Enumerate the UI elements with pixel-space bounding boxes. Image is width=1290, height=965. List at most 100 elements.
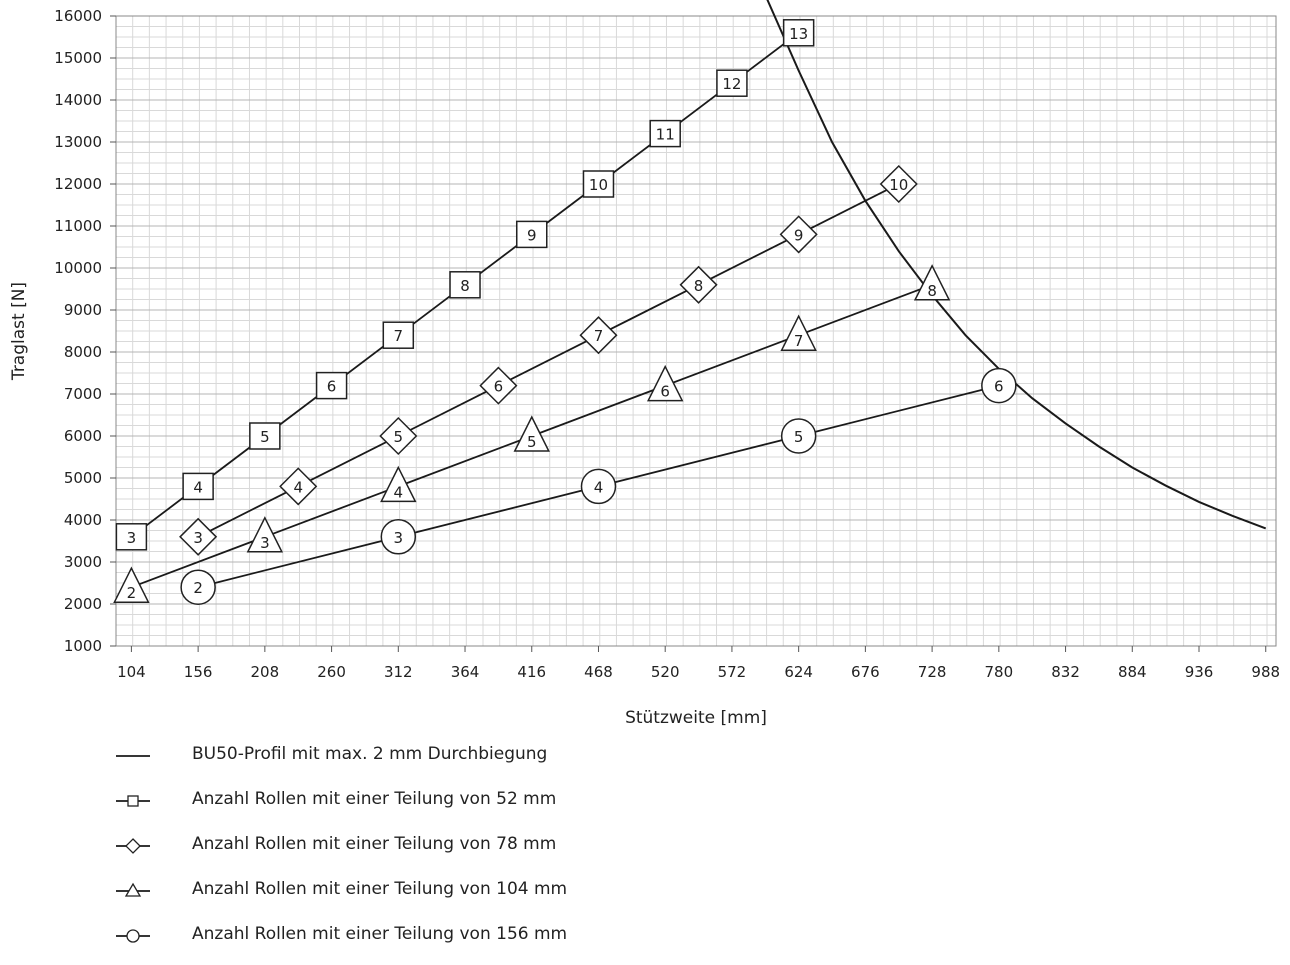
data-label: 8 xyxy=(927,282,937,300)
data-label: 5 xyxy=(527,433,537,451)
legend-symbol-diamond xyxy=(116,838,150,854)
y-tick-label: 15000 xyxy=(54,49,102,67)
x-tick-label: 988 xyxy=(1251,663,1280,681)
data-label: 7 xyxy=(794,332,804,350)
y-tick-label: 9000 xyxy=(64,301,102,319)
data-label: 5 xyxy=(794,428,804,446)
y-tick-label: 10000 xyxy=(54,259,102,277)
series-layer: 3 4 5 6 7 8 9 10 11 12 13 3 4 5 6 7 8 9 10 2 3 4 5 6 7 8 2 3 4 5 6 xyxy=(113,0,1267,605)
x-tick-label: 208 xyxy=(251,663,280,681)
series-4: 2 3 4 5 6 xyxy=(180,367,1017,605)
data-label: 3 xyxy=(394,529,404,547)
data-point-square xyxy=(315,371,348,400)
x-tick-label: 520 xyxy=(651,663,680,681)
data-point-circle xyxy=(180,569,216,605)
data-point-square xyxy=(249,422,281,450)
data-label: 2 xyxy=(193,579,203,597)
data-label: 7 xyxy=(594,327,604,345)
data-point-triangle xyxy=(380,465,417,503)
data-point-circle xyxy=(580,468,617,505)
data-label: 9 xyxy=(794,226,804,244)
data-point-triangle xyxy=(246,516,284,553)
data-label: 8 xyxy=(460,277,470,295)
data-point-triangle xyxy=(913,264,951,301)
y-tick-label: 12000 xyxy=(54,175,102,193)
data-label: 5 xyxy=(260,428,270,446)
data-point-diamond xyxy=(779,215,818,254)
x-tick-label: 364 xyxy=(451,663,480,681)
legend-symbol-none xyxy=(116,755,150,757)
data-point-circle xyxy=(981,367,1017,404)
y-tick-label: 2000 xyxy=(64,595,102,613)
data-point-triangle xyxy=(113,566,150,603)
data-label: 9 xyxy=(527,226,537,244)
y-tick-label: 8000 xyxy=(64,343,102,361)
x-axis: 104 156 208 260 312 364 416 468 520 572 624 676 728 7… xyxy=(117,646,1280,681)
data-point-diamond xyxy=(379,416,418,456)
data-point-square xyxy=(582,170,615,198)
x-tick-label: 676 xyxy=(851,663,880,681)
data-label: 10 xyxy=(589,176,608,194)
data-point-diamond xyxy=(179,517,218,556)
x-tick-label: 624 xyxy=(784,663,813,681)
y-tick-label: 14000 xyxy=(54,91,102,109)
data-point-square xyxy=(449,271,481,299)
y-tick-label: 3000 xyxy=(64,553,102,571)
data-label: 3 xyxy=(127,529,137,547)
data-point-diamond xyxy=(879,164,918,204)
data-label: 4 xyxy=(293,478,303,496)
legend-marker-circle xyxy=(126,929,140,943)
data-label: 7 xyxy=(394,327,404,345)
data-label: 11 xyxy=(656,126,675,144)
data-label: 4 xyxy=(394,483,404,501)
legend-symbol-square xyxy=(116,795,150,807)
y-tick-label: 13000 xyxy=(54,133,102,151)
x-tick-label: 728 xyxy=(918,663,947,681)
data-point-triangle xyxy=(513,415,550,452)
data-point-circle xyxy=(780,418,817,454)
x-tick-label: 780 xyxy=(985,663,1014,681)
data-point-diamond xyxy=(679,265,718,304)
grid xyxy=(115,15,1276,647)
data-label: 3 xyxy=(193,529,203,547)
x-tick-label: 312 xyxy=(384,663,413,681)
legend-marker-square xyxy=(127,795,139,807)
legend-symbol-triangle xyxy=(116,882,150,897)
legend-label: Anzahl Rollen mit einer Teilung von 78 m… xyxy=(192,834,557,854)
data-point-triangle xyxy=(646,364,684,402)
y-axis-title: Traglast [N] xyxy=(9,282,29,381)
legend-label: BU50-Profil mit max. 2 mm Durchbiegung xyxy=(192,744,548,764)
series-line-2 xyxy=(197,183,900,538)
legend-symbol-circle xyxy=(116,929,150,943)
data-point-diamond xyxy=(279,467,318,506)
data-point-square xyxy=(716,69,748,97)
data-point-square xyxy=(649,119,681,148)
data-point-diamond xyxy=(479,366,518,405)
legend-label: Anzahl Rollen mit einer Teilung von 52 m… xyxy=(192,789,557,809)
data-label: 12 xyxy=(722,75,741,93)
data-point-triangle xyxy=(780,314,817,351)
data-label: 5 xyxy=(394,428,404,446)
y-axis: 1000 2000 3000 4000 5000 6000 7000 8000 9000 1000… xyxy=(54,7,116,655)
legend-marker-triangle xyxy=(124,882,142,897)
x-tick-label: 156 xyxy=(184,663,213,681)
y-tick-label: 6000 xyxy=(64,427,102,445)
x-tick-label: 104 xyxy=(117,663,146,681)
y-tick-label: 7000 xyxy=(64,385,102,403)
data-label: 10 xyxy=(889,176,908,194)
data-point-square xyxy=(516,220,548,249)
x-axis-title: Stützweite [mm] xyxy=(625,708,767,728)
data-point-square xyxy=(782,19,815,47)
data-label: 6 xyxy=(327,378,337,396)
series-1: 3 4 5 6 7 8 9 10 11 12 13 xyxy=(115,19,815,551)
y-tick-label: 4000 xyxy=(64,511,102,529)
data-label: 6 xyxy=(660,383,670,401)
data-label: 13 xyxy=(789,25,808,43)
data-label: 3 xyxy=(260,534,270,552)
series-3: 2 3 4 5 6 7 8 xyxy=(113,264,951,603)
data-point-diamond xyxy=(579,316,618,355)
y-tick-label: 5000 xyxy=(64,469,102,487)
x-tick-label: 260 xyxy=(317,663,346,681)
y-tick-label: 16000 xyxy=(54,7,102,25)
